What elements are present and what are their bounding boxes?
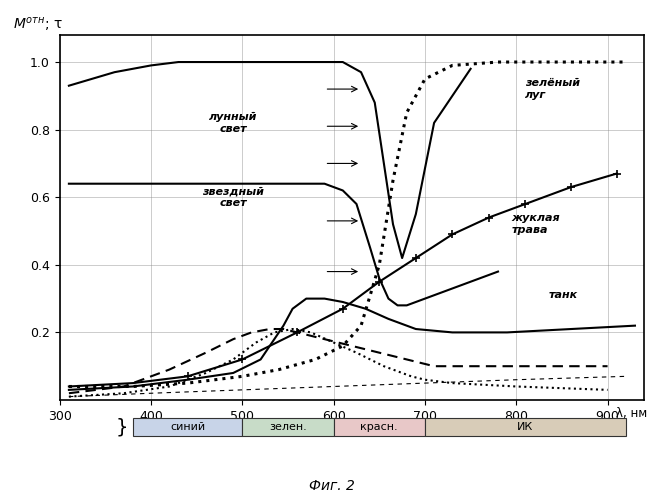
Text: λ, нм: λ, нм xyxy=(616,408,647,420)
Bar xyxy=(133,418,242,436)
Text: ИК: ИК xyxy=(517,422,533,432)
Text: Фиг. 2: Фиг. 2 xyxy=(309,478,355,492)
Text: красн.: красн. xyxy=(361,422,398,432)
Text: танк: танк xyxy=(548,290,577,300)
Text: $M^{отн}$; τ: $M^{отн}$; τ xyxy=(13,15,63,33)
Bar xyxy=(333,418,425,436)
Bar xyxy=(425,418,625,436)
Text: }: } xyxy=(116,418,128,436)
Text: синий: синий xyxy=(170,422,205,432)
Text: зелен.: зелен. xyxy=(269,422,307,432)
Text: зелёный
луг: зелёный луг xyxy=(525,78,580,100)
Text: жуклая
трава: жуклая трава xyxy=(512,214,560,235)
Text: звездный
свет: звездный свет xyxy=(203,186,264,208)
Text: лунный
свет: лунный свет xyxy=(209,112,258,134)
Bar xyxy=(242,418,333,436)
